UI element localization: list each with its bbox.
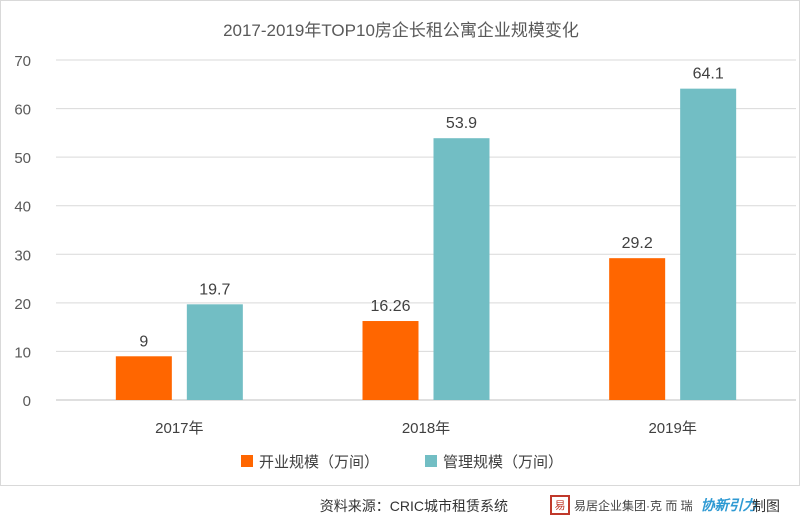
footer: 资料来源：CRIC城市租赁系统 易 易居企业集团·克 而 瑞 协新引力 制图: [0, 486, 800, 524]
bar: [362, 321, 419, 400]
y-tick-label: 30: [14, 247, 31, 264]
chart-frame: 2017-2019年TOP10房企长租公寓企业规模变化 0 10 20 30 40 50 6…: [0, 0, 800, 486]
x-tick-label: 2018年: [402, 420, 450, 437]
data-label: 16.26: [370, 298, 410, 315]
seal-logo-icon: 易: [550, 495, 570, 515]
data-label: 64.1: [693, 66, 724, 83]
bar: [186, 304, 243, 400]
legend-label: 管理规模（万间）: [443, 454, 563, 471]
chart-title: 2017-2019年TOP10房企长租公寓企业规模变化: [223, 21, 579, 40]
bar: [680, 88, 737, 401]
source-note: 资料来源：CRIC城市租赁系统: [319, 498, 508, 514]
legend-swatch: [425, 455, 437, 467]
y-tick-label: 10: [14, 344, 31, 361]
y-tick-label: 70: [14, 53, 31, 70]
bar: [115, 356, 172, 400]
y-tick-label: 60: [14, 102, 31, 119]
x-tick-label: 2017年: [155, 420, 203, 437]
legend-swatch: [241, 455, 253, 467]
y-tick-label: 50: [14, 150, 31, 167]
bar-chart: 2017-2019年TOP10房企长租公寓企业规模变化 0 10 20 30 40 50 6…: [14, 21, 796, 471]
data-label: 19.7: [199, 281, 230, 298]
x-tick-label: 2019年: [648, 420, 696, 437]
y-tick-label: 20: [14, 296, 31, 313]
bar: [433, 138, 490, 400]
cric-logo: 易居企业集团·克 而 瑞: [574, 498, 693, 513]
partner-logo: 协新引力: [700, 497, 757, 513]
made-label: 制图: [752, 498, 780, 514]
legend-label: 开业规模（万间）: [259, 454, 379, 471]
data-label: 29.2: [622, 235, 653, 252]
brand-logos: 易 易居企业集团·克 而 瑞 协新引力: [550, 493, 757, 517]
bar: [609, 258, 666, 400]
y-tick-label: 0: [23, 393, 31, 410]
y-tick-label: 40: [14, 199, 31, 216]
data-label: 9: [139, 333, 148, 350]
data-label: 53.9: [446, 115, 477, 132]
